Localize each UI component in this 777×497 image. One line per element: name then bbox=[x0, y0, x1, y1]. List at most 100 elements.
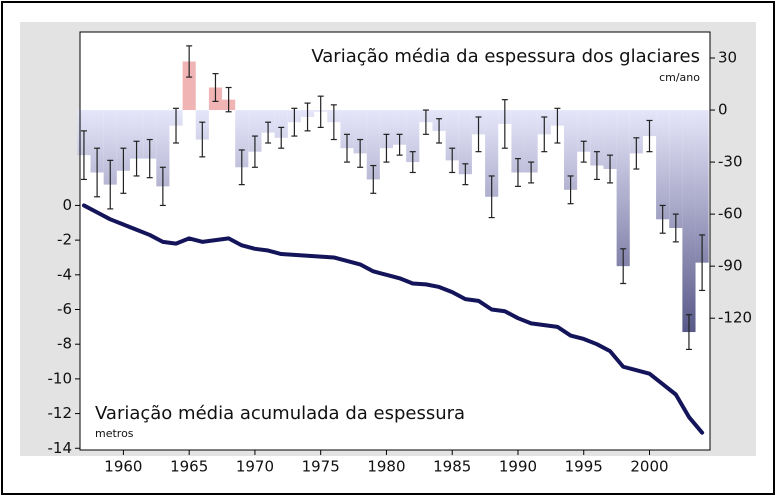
error-bar bbox=[107, 159, 114, 210]
bar bbox=[393, 110, 407, 145]
x-tick-label: 1995 bbox=[565, 458, 603, 476]
error-bar bbox=[409, 151, 416, 174]
bar bbox=[695, 110, 709, 263]
bar bbox=[564, 110, 578, 190]
bar bbox=[445, 110, 459, 161]
bar bbox=[103, 110, 117, 185]
bar bbox=[511, 110, 525, 173]
error-bar bbox=[370, 164, 377, 194]
x-tick-label: 1965 bbox=[170, 458, 208, 476]
x-tick-label: 1980 bbox=[367, 458, 405, 476]
error-bar bbox=[422, 109, 429, 135]
error-bar bbox=[646, 119, 653, 153]
line bbox=[81, 203, 705, 435]
error-bar bbox=[291, 107, 298, 137]
error-bar bbox=[212, 73, 219, 102]
y2-tick-label: -120 bbox=[718, 309, 752, 327]
x-tick-label: 1970 bbox=[236, 458, 274, 476]
error-bar bbox=[541, 116, 548, 153]
error-bar bbox=[317, 95, 324, 128]
error-bar bbox=[80, 130, 87, 181]
error-bar bbox=[449, 147, 456, 174]
bar bbox=[143, 110, 157, 159]
error-bar bbox=[304, 102, 311, 132]
y2-tick-label: 0 bbox=[718, 101, 728, 119]
error-bar bbox=[620, 248, 627, 285]
error-bar bbox=[462, 163, 469, 186]
plot-border bbox=[79, 31, 711, 451]
y-tick-label: -8 bbox=[57, 335, 72, 353]
error-bar bbox=[593, 151, 600, 181]
error-bar bbox=[383, 133, 390, 163]
error-bar bbox=[699, 234, 706, 292]
x-tick-label: 1985 bbox=[433, 458, 471, 476]
error-bar bbox=[278, 126, 285, 149]
bar bbox=[129, 110, 144, 159]
bar bbox=[90, 110, 104, 173]
bar bbox=[656, 110, 670, 220]
bar bbox=[616, 110, 630, 267]
bar bbox=[458, 110, 472, 175]
x-tick-label: 1975 bbox=[302, 458, 340, 476]
error-bar bbox=[225, 86, 232, 113]
error-bar bbox=[265, 121, 272, 144]
bar bbox=[235, 110, 249, 168]
bar bbox=[261, 110, 275, 133]
x-tick-label: 1990 bbox=[499, 458, 537, 476]
error-bar bbox=[146, 138, 153, 179]
error-bar bbox=[528, 161, 535, 184]
bar bbox=[116, 110, 130, 171]
error-bar bbox=[120, 147, 127, 194]
bar bbox=[629, 110, 643, 154]
error-bar bbox=[330, 104, 337, 141]
error-bar bbox=[238, 149, 245, 186]
y-tick-label: 0 bbox=[62, 196, 72, 214]
error-bar bbox=[94, 147, 101, 198]
error-bar bbox=[186, 45, 193, 78]
bar bbox=[590, 110, 604, 166]
y2-tick-label: -30 bbox=[718, 153, 743, 171]
error-bar bbox=[488, 175, 495, 219]
error-bar bbox=[501, 99, 508, 149]
error-bar bbox=[436, 118, 443, 144]
error-bar bbox=[133, 140, 140, 177]
y2-tick-label: 30 bbox=[718, 49, 737, 67]
bar bbox=[379, 110, 394, 149]
bar bbox=[248, 110, 262, 152]
error-bar bbox=[343, 133, 350, 163]
y-tick-label: -2 bbox=[57, 231, 72, 249]
bar bbox=[603, 110, 617, 170]
error-bar bbox=[567, 175, 574, 205]
plot-area bbox=[80, 32, 710, 450]
error-bar bbox=[685, 314, 692, 351]
bar-title: Variação média da espessura dos glaciare… bbox=[311, 46, 700, 67]
bar bbox=[669, 110, 683, 228]
y2-tick-label: -90 bbox=[718, 257, 743, 275]
y-tick-label: -12 bbox=[48, 404, 73, 422]
y2-tick-label: -60 bbox=[718, 205, 743, 223]
bar bbox=[353, 110, 367, 154]
bar bbox=[577, 110, 591, 152]
x-tick-label: 2000 bbox=[630, 458, 668, 476]
error-bar bbox=[199, 121, 206, 158]
error-bar bbox=[659, 204, 666, 234]
error-bar bbox=[633, 137, 640, 170]
y-tick-label: -10 bbox=[48, 369, 73, 387]
x-tick-label: 1960 bbox=[104, 458, 142, 476]
bar bbox=[366, 110, 380, 180]
y-tick-label: -4 bbox=[57, 265, 72, 283]
bar bbox=[340, 110, 354, 149]
error-bar bbox=[475, 116, 482, 153]
error-bar bbox=[514, 158, 521, 187]
error-bar bbox=[554, 107, 561, 144]
error-bar bbox=[173, 107, 180, 144]
y-tick-label: -6 bbox=[57, 300, 72, 318]
bar bbox=[682, 110, 696, 333]
bar bbox=[182, 61, 196, 111]
bar bbox=[406, 110, 420, 163]
bar bbox=[485, 110, 499, 197]
error-bar bbox=[607, 154, 614, 184]
bar bbox=[274, 110, 288, 138]
error-bar bbox=[672, 213, 679, 243]
